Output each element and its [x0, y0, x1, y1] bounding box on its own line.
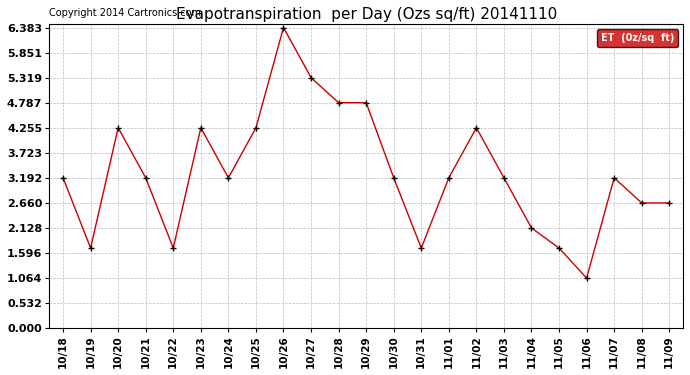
- Title: Evapotranspiration  per Day (Ozs sq/ft) 20141110: Evapotranspiration per Day (Ozs sq/ft) 2…: [175, 7, 557, 22]
- Text: Copyright 2014 Cartronics.com: Copyright 2014 Cartronics.com: [49, 8, 201, 18]
- Legend: ET  (0z/sq  ft): ET (0z/sq ft): [597, 29, 678, 47]
